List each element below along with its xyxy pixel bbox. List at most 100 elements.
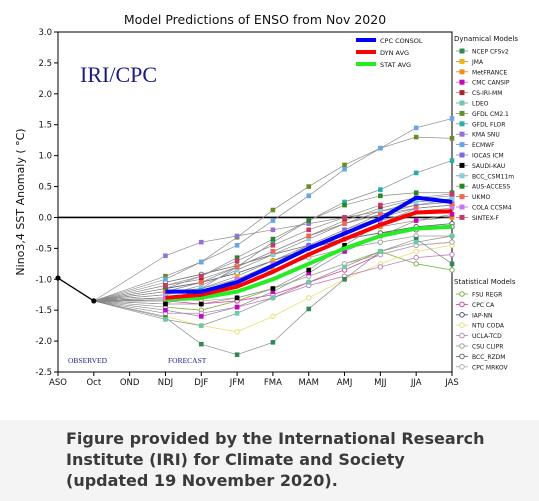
x-tick-label: JJA <box>410 378 422 388</box>
legend-marker-ldeo <box>459 100 465 106</box>
caption-line-1: Figure provided by the International Res… <box>66 429 485 448</box>
point-aus-access <box>270 236 276 242</box>
y-tick-label: 2.5 <box>38 59 52 69</box>
point-ldeo <box>270 295 276 301</box>
point-cpc-mrkov <box>449 239 455 245</box>
point-ukmo <box>449 202 455 208</box>
point-aus-access <box>413 190 419 196</box>
legend-label-ntu-coda: NTU CODA <box>472 323 505 330</box>
point-ukmo <box>306 233 312 239</box>
point-ucla-tcd <box>377 264 384 270</box>
legend-label-ldeo: LDEO <box>472 101 489 108</box>
fan-connector <box>93 291 166 302</box>
point-saudi-kau <box>270 286 276 291</box>
point-ntu-coda <box>413 248 419 255</box>
dynamical-legend-header: Dynamical Models <box>454 35 518 43</box>
caption-line-2: Institute (IRI) for Climate and Society <box>66 450 405 469</box>
consensus-line-stat-avg <box>165 224 453 302</box>
point-cola-ccsm4 <box>234 276 240 282</box>
point-ukmo <box>198 280 204 285</box>
point-cmc-cansip <box>234 304 240 310</box>
legend-marker-metfrance <box>459 69 465 75</box>
legend-marker-ucla-tcd <box>459 332 465 339</box>
figure-caption: Figure provided by the International Res… <box>66 428 506 491</box>
y-tick-label: -1.5 <box>35 306 52 316</box>
point-cmc-cansip <box>342 249 347 254</box>
y-tick-label: 1.0 <box>38 152 52 162</box>
fan-connector <box>93 300 166 308</box>
statistical-legend-header: Statistical Models <box>454 278 516 286</box>
x-tick-label: ASO <box>49 378 67 388</box>
legend-marker-cola-ccsm4 <box>459 204 465 210</box>
fan-connector <box>93 300 166 311</box>
x-tick-label: Oct <box>86 378 101 388</box>
point-bcc-csm11m <box>306 236 312 242</box>
y-tick-label: 3.0 <box>38 28 52 38</box>
point-kma-snu <box>306 221 312 226</box>
point-gfdl-flor <box>413 170 419 176</box>
point-sintex-f <box>306 227 312 233</box>
point-gfdl-cm2-1 <box>270 207 276 213</box>
legend-label-iap-nn: IAP-NN <box>472 312 493 319</box>
fan-connector <box>93 288 166 302</box>
point-ncep-cfsv2 <box>306 306 312 312</box>
legend-marker-cpc-mrkov <box>459 364 465 370</box>
legend-label-cola-ccsm4: COLA CCSM4 <box>472 205 512 212</box>
x-tick-label: MJJ <box>374 378 386 388</box>
fan-connector <box>93 278 166 302</box>
point-ncep-cfsv2 <box>413 236 419 242</box>
legend-marker-ukmo <box>459 194 465 200</box>
legend-label-sintex-f: SINTEX-F <box>472 215 499 222</box>
legend-label-gfdl-flor: GFDL FLOR <box>472 121 505 128</box>
point-gfdl-cm2-1 <box>342 162 347 168</box>
legend-label-cmc-cansip: CMC CANSIP <box>472 80 510 87</box>
point-gfdl-flor <box>270 239 276 245</box>
point-bcc-csm11m <box>163 292 168 298</box>
legend-marker-ncep-cfsv2 <box>459 48 465 54</box>
point-ncep-cfsv2 <box>342 276 347 282</box>
y-axis-label: Nino3,4 SST Anomaly ( °C) <box>14 128 27 275</box>
legend-label-cpc-ca: CPC CA <box>472 302 495 309</box>
point-ncep-cfsv2 <box>198 341 204 347</box>
point-ukmo <box>270 249 276 254</box>
x-tick-label: AMJ <box>337 378 353 388</box>
point-saudi-kau <box>342 242 347 248</box>
point-ukmo <box>378 212 383 217</box>
legend-marker-bcc-csm11m <box>459 173 465 179</box>
point-ecmwf <box>198 259 204 265</box>
x-tick-label: MAM <box>298 378 318 388</box>
observed-line <box>57 277 95 302</box>
y-tick-label: -1.0 <box>35 275 52 285</box>
legend-label-ucla-tcd: UCLA-TCD <box>472 333 502 340</box>
caption-line-3: (updated 19 November 2020). <box>66 471 338 490</box>
y-tick-label: 2.0 <box>38 90 52 100</box>
point-fsu-regr <box>449 267 455 273</box>
legend-marker-cs-iri-mm <box>459 90 465 96</box>
point-ukmo <box>342 221 347 226</box>
point-iocas-icm <box>413 202 419 208</box>
point-bcc-csm11m <box>378 208 383 214</box>
enso-chart: Model Predictions of ENSO from Nov 2020 I… <box>14 12 518 388</box>
point-iocas-icm <box>342 227 347 233</box>
point-cmc-cansip <box>198 314 204 319</box>
x-tick-label: NDJ <box>158 378 173 388</box>
legend-marker-iap-nn <box>459 312 465 318</box>
point-aus-access <box>306 218 312 223</box>
point-saudi-kau <box>163 301 168 307</box>
point-gfdl-cm2-1 <box>163 273 168 279</box>
legend-label-bcc-rzdm: BCC_RZDM <box>472 354 505 361</box>
point-jma <box>270 258 276 264</box>
legend-marker-ntu-coda <box>459 322 465 329</box>
legend-label-aus-access: AUS-ACCESS <box>472 184 510 191</box>
legend-marker-sintex-f <box>459 214 465 220</box>
consensus-line-cpc-consol <box>165 195 453 294</box>
point-gfdl-cm2-1 <box>413 134 419 140</box>
legend-label-metfrance: MetFRANCE <box>472 69 507 76</box>
point-saudi-kau <box>234 295 240 301</box>
point-ldeo <box>378 249 383 254</box>
y-tick-label: 0.5 <box>38 183 52 193</box>
point-sintex-f <box>342 215 347 220</box>
point-csu-clipr <box>377 239 384 245</box>
point-cmc-cansip <box>163 307 168 313</box>
point-metfrance <box>163 298 168 304</box>
